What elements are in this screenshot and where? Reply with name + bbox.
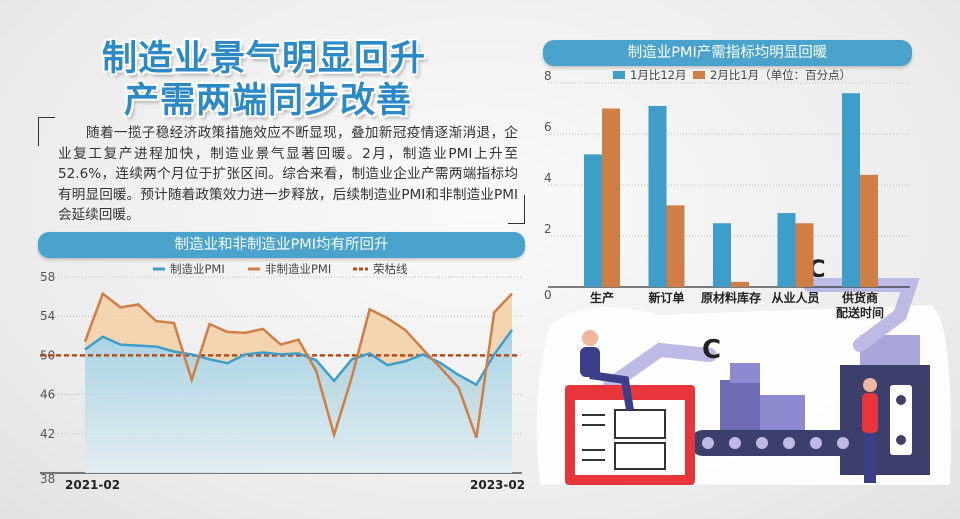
category-label: 配送时间 — [836, 305, 884, 320]
y-tick-label: 2 — [544, 222, 552, 236]
legend-swatch-jan — [613, 71, 625, 79]
y-tick-label: 54 — [40, 309, 55, 323]
x-label-end: 2023-02 — [470, 478, 525, 492]
gap-area — [85, 293, 512, 438]
headline-line1: 制造业景气明显回升 — [102, 39, 427, 79]
category-label: 从业人员 — [771, 290, 819, 305]
legend-manufacturing: 制造业PMI — [170, 262, 225, 276]
bar-feb — [602, 108, 620, 287]
y-tick-label: 42 — [40, 427, 55, 441]
bar-feb — [731, 281, 749, 287]
y-tick-label: 46 — [40, 388, 55, 402]
bar-jan — [584, 154, 602, 287]
bar-feb — [860, 174, 878, 287]
category-label: 原材料库存 — [701, 290, 761, 305]
quote-bracket-left — [38, 117, 55, 146]
bar-feb — [666, 205, 685, 287]
quote-bracket-right — [508, 195, 525, 224]
category-label: 新订单 — [648, 290, 684, 305]
manufacturing-area — [85, 329, 512, 473]
bar-chart-title: 制造业PMI产需指标均明显回暖 — [543, 40, 912, 66]
legend-nonmanufacturing: 非制造业PMI — [265, 262, 331, 276]
bar-jan — [713, 223, 731, 287]
manufacturing-pmi-line — [84, 329, 514, 387]
line-legend: 制造业PMI 非制造业PMI 荣枯线 — [153, 262, 408, 276]
x-label-start: 2021-02 — [65, 478, 120, 492]
legend-jan: 1月比12月 — [630, 68, 686, 82]
y-tick-label: 0 — [544, 288, 552, 302]
factory-illustration: C C — [536, 255, 951, 485]
bar-jan — [842, 93, 860, 287]
y-tick-label: 6 — [544, 120, 552, 134]
category-label: 供货商 — [841, 290, 878, 305]
intro-paragraph: 随着一揽子稳经济政策措施效应不断显现，叠加新冠疫情逐渐消退，企业复工复产进程加快… — [58, 125, 518, 223]
bar-jan — [648, 105, 667, 287]
legend-feb: 2月比1月（单位：百分点） — [710, 68, 851, 82]
legend-threshold: 荣枯线 — [373, 262, 408, 276]
y-tick-label: 4 — [544, 171, 552, 185]
y-tick-label: 58 — [40, 270, 55, 284]
legend-swatch-feb — [693, 71, 705, 79]
bar-feb — [795, 223, 814, 287]
nonmanufacturing-pmi-line — [83, 291, 513, 440]
category-label: 生产 — [590, 290, 614, 305]
pmi-bar-chart: 1月比12月 2月比1月（单位：百分点） 0 2 4 6 8 生产 新订单 原材料库存 从业人员… — [544, 68, 910, 320]
svg-text:C: C — [702, 335, 721, 365]
bar-jan — [777, 213, 796, 287]
y-tick-label: 38 — [40, 472, 55, 486]
headline-line2: 产需两端同步改善 — [124, 81, 413, 121]
y-tick-label: 8 — [544, 69, 552, 83]
y-tick-label: 50 — [40, 348, 55, 362]
line-chart-title: 制造业和非制造业PMI均有所回升 — [38, 232, 525, 258]
